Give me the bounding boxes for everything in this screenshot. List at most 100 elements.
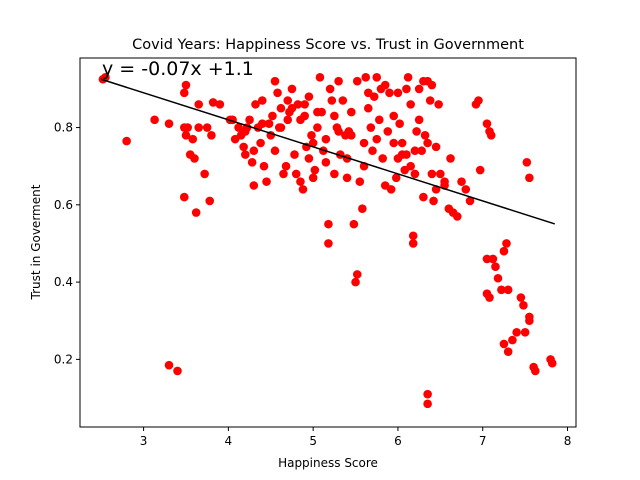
data-point: [342, 173, 352, 183]
data-point: [352, 76, 362, 86]
data-point: [503, 347, 513, 356]
data-point: [287, 84, 297, 94]
data-point: [194, 100, 204, 109]
regression-line: [100, 78, 556, 225]
data-point: [245, 115, 254, 125]
data-point: [268, 111, 277, 121]
x-tick-label: 8: [564, 434, 572, 448]
data-point: [122, 136, 131, 146]
data-point: [410, 169, 420, 179]
data-point: [310, 165, 320, 175]
data-point: [386, 185, 396, 194]
data-point: [417, 146, 426, 156]
data-point: [372, 73, 382, 82]
data-point: [366, 123, 376, 132]
data-point: [179, 192, 189, 202]
data-point: [251, 100, 260, 109]
data-point: [531, 366, 540, 376]
data-point: [461, 185, 471, 194]
data-point: [264, 119, 274, 128]
data-point: [412, 127, 421, 136]
data-point: [351, 277, 360, 287]
data-point: [327, 96, 337, 105]
data-point: [491, 262, 500, 271]
data-point: [502, 239, 511, 248]
x-axis: 3 4 5 6 7 8: [140, 427, 572, 448]
data-point: [522, 158, 532, 167]
data-point: [188, 134, 198, 144]
data-point: [173, 366, 182, 376]
data-point: [519, 300, 528, 310]
y-tick-label: 0.8: [54, 121, 73, 135]
data-point: [482, 119, 492, 128]
data-point: [307, 130, 316, 140]
data-point: [389, 111, 399, 121]
data-point: [164, 119, 174, 128]
regression-layer: [100, 78, 556, 225]
data-point: [330, 169, 339, 179]
data-point: [383, 127, 393, 136]
data-point: [363, 88, 373, 98]
data-point: [290, 150, 299, 159]
data-point: [361, 73, 371, 82]
data-point: [525, 173, 534, 183]
data-point: [358, 204, 367, 213]
data-point: [488, 254, 498, 264]
data-point: [423, 138, 432, 148]
data-point: [520, 328, 530, 337]
data-point: [256, 138, 265, 148]
data-point: [431, 142, 441, 152]
data-point: [249, 146, 259, 156]
data-point: [202, 123, 212, 132]
data-point: [429, 196, 438, 206]
data-point: [239, 142, 248, 152]
data-point: [181, 80, 191, 90]
x-tick-label: 7: [479, 434, 487, 448]
data-point: [423, 399, 432, 409]
data-point: [164, 360, 174, 370]
data-point: [408, 239, 418, 248]
data-point: [183, 123, 192, 132]
data-point: [205, 196, 215, 206]
data-point: [215, 100, 225, 109]
data-point: [181, 130, 191, 140]
data-point: [414, 84, 424, 94]
data-point: [194, 123, 204, 132]
data-point: [300, 100, 309, 109]
data-point: [525, 312, 534, 322]
data-point: [372, 134, 382, 144]
data-point: [393, 154, 403, 163]
data-point: [249, 181, 259, 190]
data-point: [446, 154, 455, 163]
y-tick-label: 0.4: [54, 275, 73, 289]
chart-title: Covid Years: Happiness Score vs. Trust i…: [132, 37, 524, 53]
data-point: [315, 73, 325, 82]
data-point: [408, 231, 418, 241]
data-point: [419, 192, 428, 202]
data-point: [304, 154, 314, 163]
data-point: [257, 119, 267, 128]
data-point: [355, 177, 365, 186]
data-point: [308, 138, 318, 148]
data-point: [499, 339, 509, 349]
data-point: [363, 103, 373, 113]
data-point: [410, 146, 420, 156]
data-point: [374, 115, 384, 125]
plot-frame: [79, 57, 577, 428]
data-point: [420, 130, 430, 140]
y-tick-label: 0.2: [54, 352, 73, 366]
x-tick-label: 4: [225, 434, 233, 448]
data-point: [475, 165, 485, 175]
y-tick-label: 0.6: [54, 198, 73, 212]
data-point: [440, 177, 449, 186]
data-point: [179, 88, 189, 98]
data-point: [247, 158, 257, 167]
data-point: [503, 285, 513, 295]
x-tick-label: 6: [394, 434, 402, 448]
data-point: [403, 73, 413, 82]
y-axis-label: Trust in Goverment: [29, 184, 43, 300]
data-point: [334, 127, 343, 136]
data-point: [308, 173, 318, 183]
data-point: [485, 293, 494, 302]
